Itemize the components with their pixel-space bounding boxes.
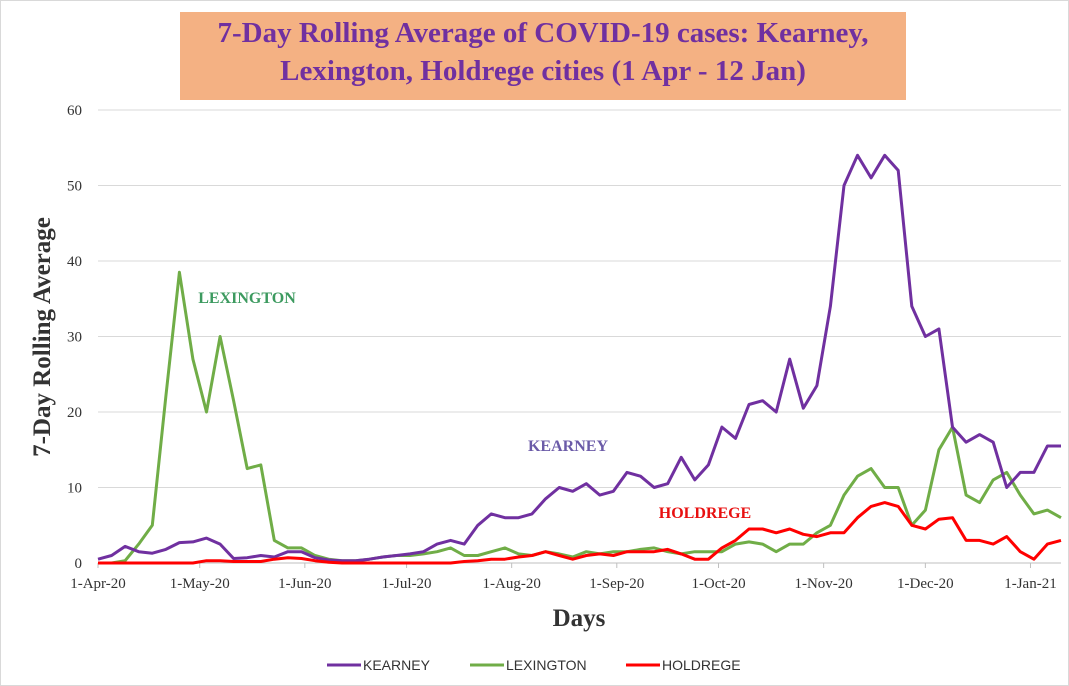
x-tick-label: 1-Sep-20 [589,576,644,592]
y-tick-label: 20 [67,405,82,421]
y-tick-label: 50 [67,179,82,195]
legend-label: HOLDREGE [662,657,741,673]
x-tick-label: 1-Apr-20 [70,576,126,592]
x-tick-label: 1-Jan-21 [1004,576,1057,592]
title-box [180,12,906,100]
annotation: KEARNEY [528,438,608,455]
legend-label: LEXINGTON [506,657,587,673]
y-tick-label: 0 [75,556,83,572]
x-tick-label: 1-May-20 [170,576,230,592]
annotation: HOLDREGE [659,505,751,522]
legend-label: KEARNEY [363,657,431,673]
x-tick-label: 1-Jul-20 [382,576,432,592]
x-tick-label: 1-Aug-20 [483,576,541,592]
x-tick-label: 1-Dec-20 [897,576,954,592]
y-tick-label: 30 [67,330,82,346]
y-axis-label: 7-Day Rolling Average [29,217,56,457]
x-tick-label: 1-Jun-20 [278,576,331,592]
y-tick-label: 10 [67,481,82,497]
series-line [98,501,1062,565]
chart-title: 7-Day Rolling Average of COVID-19 cases:… [217,17,868,49]
x-tick-label: 1-Oct-20 [691,576,745,592]
y-tick-label: 60 [67,103,82,119]
annotation: LEXINGTON [198,290,296,307]
series-line [98,270,1062,565]
chart-title: Lexington, Holdrege cities (1 Apr - 12 J… [280,55,806,87]
y-tick-label: 40 [67,254,82,270]
series-line [97,153,1061,563]
x-tick-label: 1-Nov-20 [794,576,852,592]
x-axis-label: Days [553,605,606,632]
